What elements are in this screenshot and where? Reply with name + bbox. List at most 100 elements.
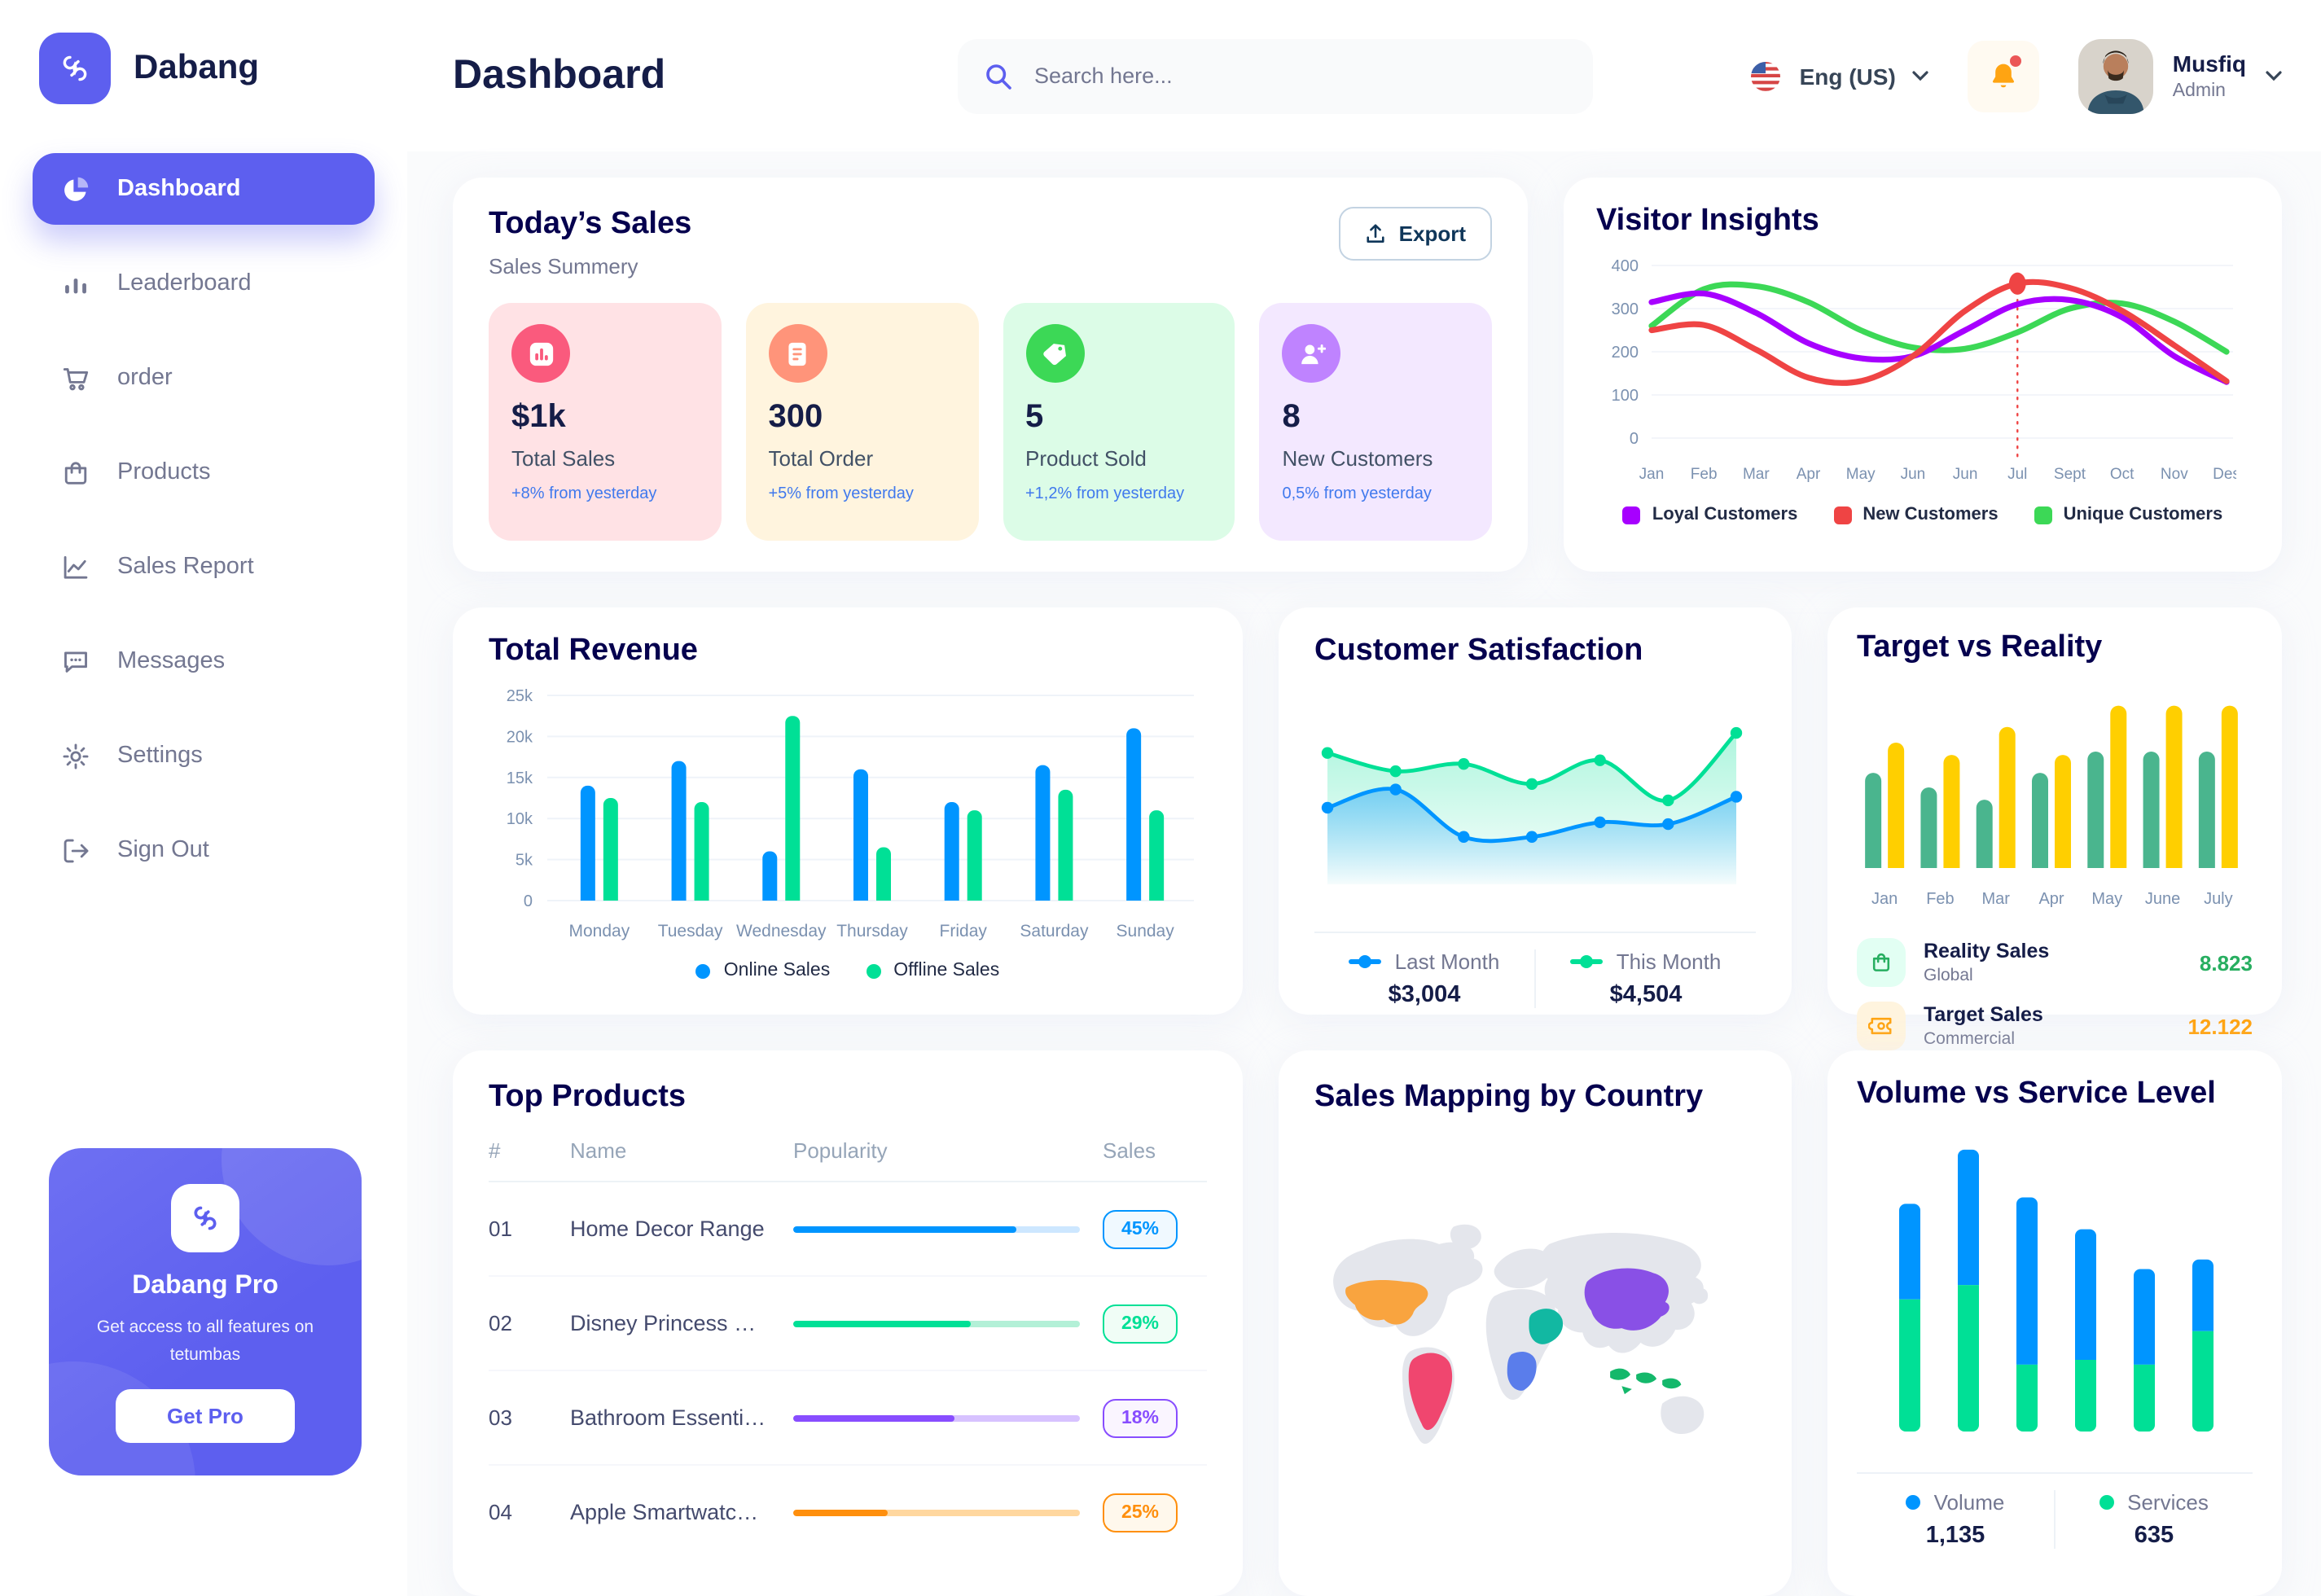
notification-badge [2007,53,2023,68]
total-revenue-title: Total Revenue [489,634,698,668]
sidebar-item-settings[interactable]: Settings [33,720,375,791]
sidebar-item-label: Messages [117,648,226,674]
search-input[interactable] [1031,62,1567,90]
page-title: Dashboard [453,52,666,98]
customer-satisfaction-chart [1321,726,1743,884]
visitor-insights-card: Visitor Insights 0 100 200 300 400 Jan Feb Mar A… [1564,178,2282,572]
svg-text:25k: 25k [507,687,533,705]
get-pro-button[interactable]: Get Pro [116,1389,295,1443]
stat-label: Product Sold [1025,446,1147,471]
stat-card: 5 Product Sold +1,2% from yesterday [1003,303,1235,541]
leaderboard-icon [59,267,91,300]
sidebar-item-label: Products [117,459,211,485]
dashboard-content: Today’s Sales Sales Summery Export $1k T… [407,151,2321,1596]
sidebar-item-messages[interactable]: Messages [33,625,375,697]
sidebar-item-label: Sign Out [117,837,209,863]
stat-delta: +1,2% from yesterday [1025,485,1185,503]
sidebar-item-label: Leaderboard [117,270,252,296]
sidebar-item-order[interactable]: order [33,342,375,414]
stat-card: $1k Total Sales +8% from yesterday [489,303,722,541]
product-rank: 02 [489,1311,512,1335]
stat-label: Total Order [768,446,874,471]
user-menu[interactable]: Musfiq Admin [2077,38,2282,113]
sales-badge: 45% [1103,1209,1178,1248]
total-revenue-chart-box: 0 5k 10k 15k 20k 25k Monday Tuesday Wednesday Thu… [489,679,1207,980]
stat-cards: $1k Total Sales +8% from yesterday 300 T… [489,303,1492,541]
sidebar-item-leaderboard[interactable]: Leaderboard [33,248,375,319]
country-usa [1345,1280,1428,1325]
legend-item: Unique Customers [2034,505,2222,524]
legend-item: Services 635 [2054,1490,2253,1549]
table-header: # Name Popularity Sales [489,1138,1207,1182]
topbar: Dashboard [407,0,2321,151]
svg-text:May: May [2091,890,2122,908]
svg-text:200: 200 [1612,344,1639,362]
sales-badge: 25% [1103,1493,1178,1532]
svg-text:Sunday: Sunday [1117,922,1175,940]
svg-text:Nov: Nov [2161,466,2188,483]
legend-value: $3,004 [1388,982,1461,1008]
svg-text:Thursday: Thursday [836,922,908,940]
notifications-button[interactable] [1967,40,2039,112]
legend-value: 1,135 [1925,1523,1985,1549]
popularity-bar [793,1320,1080,1326]
popularity-bar [793,1226,1080,1232]
legend-item: This Month $4,504 [1534,949,1756,1008]
world-map [1314,1125,1756,1550]
table-row: 02 Disney Princess Pink Bag 18' 29% [489,1277,1207,1371]
visitor-insights-chart: 0 100 200 300 400 Jan Feb Mar Apr May Jun Jun Jul Sep… [1612,257,2240,483]
svg-text:Feb: Feb [1926,890,1954,908]
legend-item: Reality Sales Global 8.823 [1857,938,2253,987]
top-products-title: Top Products [489,1080,687,1114]
sidebar-item-dashboard[interactable]: Dashboard [33,153,375,225]
customer-satisfaction-title: Customer Satisfaction [1314,634,1643,668]
stat-delta: +8% from yesterday [511,485,657,503]
stat-value: 5 [1025,399,1044,435]
sales-stat-icon [511,324,570,383]
top-products-table: # Name Popularity Sales 01 Home Decor Range… [489,1138,1207,1559]
popularity-bar [793,1509,1080,1515]
pro-description: Get access to all features on tetumbas [96,1318,314,1365]
language-selector[interactable]: Eng (US) [1748,58,1928,94]
country-dr-congo [1507,1351,1537,1391]
us-flag-icon [1748,58,1784,94]
brand-name: Dabang [134,49,260,86]
stat-delta: 0,5% from yesterday [1282,485,1432,503]
sidebar-item-sign-out[interactable]: Sign Out [33,814,375,886]
stat-card: 8 New Customers 0,5% from yesterday [1259,303,1492,541]
sidebar-item-label: Settings [117,743,203,769]
svg-text:15k: 15k [507,770,533,787]
order-stat-icon [768,324,827,383]
line-marker-icon [1570,955,1604,968]
volume-vs-service-chart [1899,1149,2214,1432]
target-vs-reality-chart-box: Jan Feb Mar Apr May June July Reality Sales Glo… [1857,676,2253,1050]
stat-label: Total Sales [511,446,616,471]
sales-badge: 18% [1103,1398,1178,1437]
todays-sales-card: Today’s Sales Sales Summery Export $1k T… [453,178,1528,572]
total-revenue-chart: 0 5k 10k 15k 20k 25k Monday Tuesday Wednesday Thu… [507,687,1194,940]
target-vs-reality-chart: Jan Feb Mar Apr May June July [1865,705,2238,908]
svg-text:Wednesday: Wednesday [736,922,827,940]
visitor-insights-chart-box: 0 100 200 300 400 Jan Feb Mar Apr May Jun Jun Jul Sep… [1596,249,2249,524]
sidebar-item-sales-report[interactable]: Sales Report [33,531,375,603]
svg-text:100: 100 [1612,387,1639,405]
volume-vs-service-legend: Volume 1,135 Services 635 [1857,1490,2253,1549]
todays-sales-subtitle: Sales Summery [489,254,638,278]
search-icon [984,61,1013,90]
cart-icon [59,362,91,394]
legend-item: New Customers [1833,505,1999,524]
sidebar-item-label: Dashboard [117,176,241,202]
stat-label: New Customers [1282,446,1433,471]
export-button[interactable]: Export [1338,207,1492,261]
brand: Dabang [0,0,407,104]
customer-satisfaction-card: Customer Satisfaction Last Month $3,004 … [1279,607,1792,1015]
svg-text:Jun: Jun [1953,466,1978,483]
sidebar: Dabang Dashboard Leaderboard order Produ… [0,0,407,1596]
sidebar-item-products[interactable]: Products [33,436,375,508]
chevron-down-icon [2266,71,2282,81]
total-revenue-legend: Online Sales Offline Sales [489,961,1207,980]
user-role: Admin [2172,81,2226,101]
sales-mapping-card: Sales Mapping by Country [1279,1050,1792,1596]
popularity-bar [793,1414,1080,1421]
visitor-insights-legend: Loyal Customers New Customers Unique Custo… [1596,505,2249,524]
